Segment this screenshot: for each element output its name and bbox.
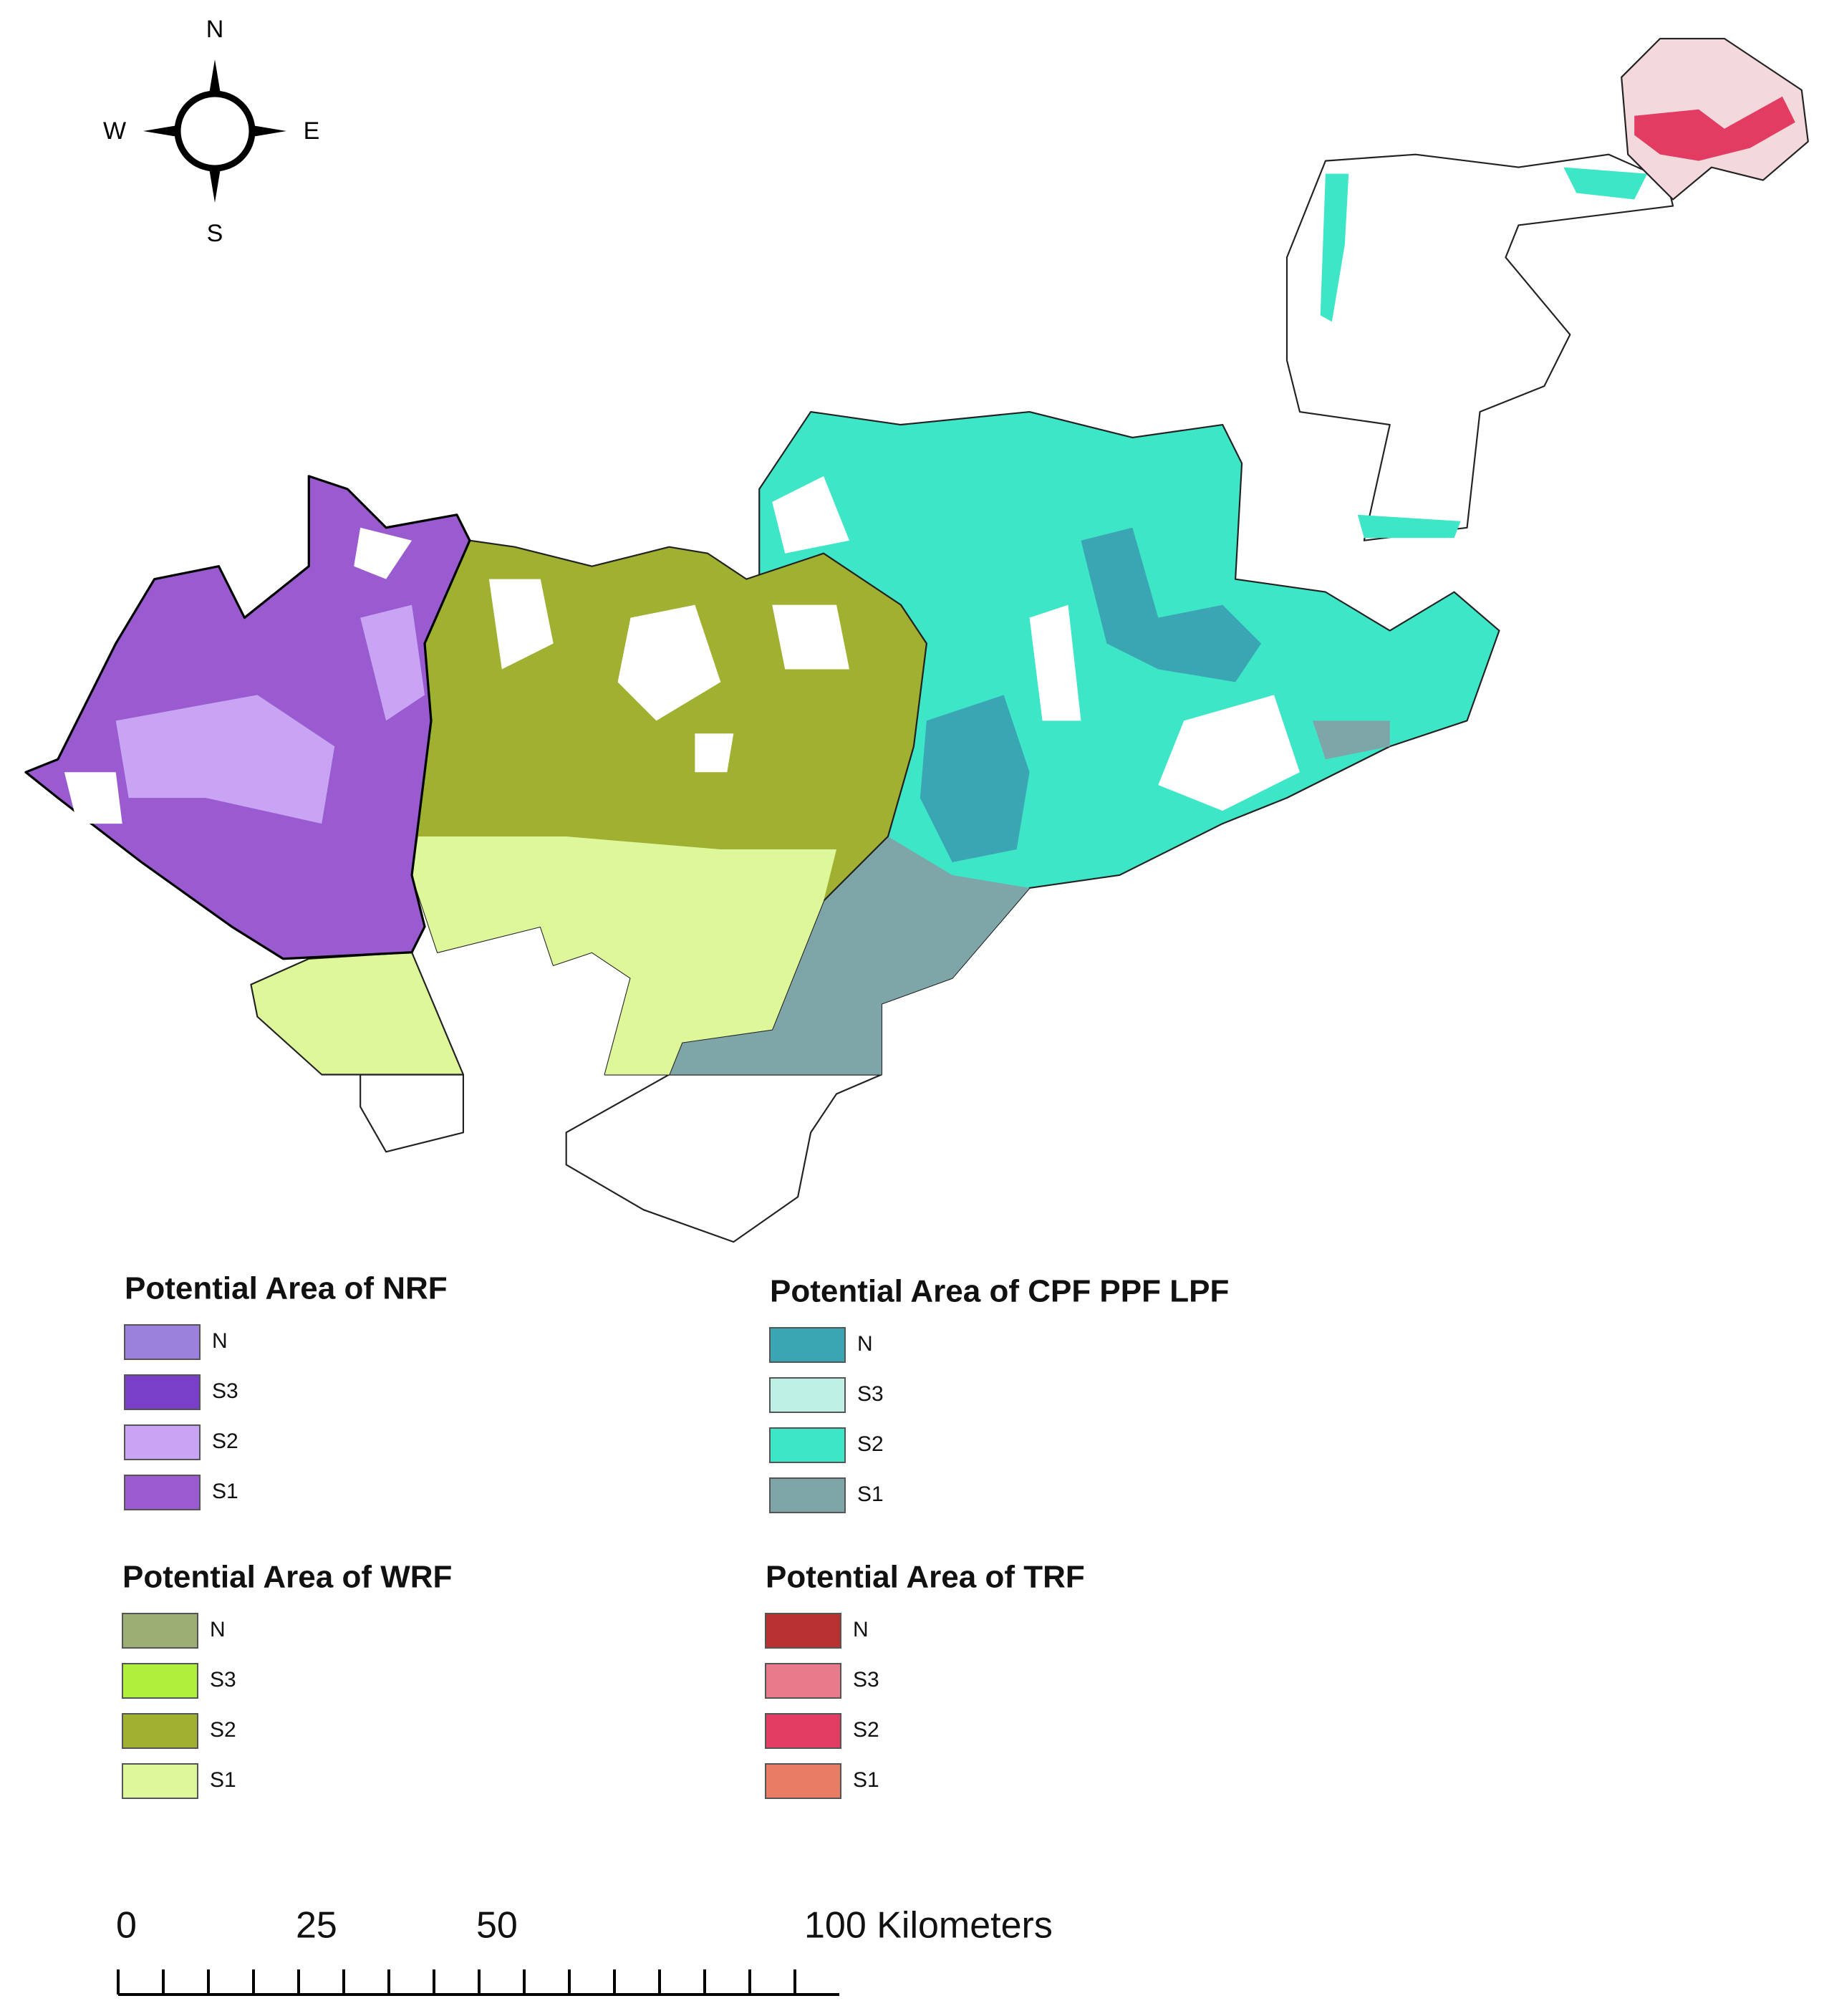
wrf-patch [412, 836, 837, 1075]
compass-label: E [304, 117, 320, 145]
legend-swatch [124, 1424, 201, 1460]
legend-label: S2 [210, 1718, 236, 1742]
legend-label: S1 [853, 1768, 879, 1792]
legend-label: N [853, 1618, 869, 1641]
legend-label: N [857, 1332, 873, 1356]
legend-swatch [765, 1663, 841, 1699]
legend-swatch [122, 1763, 198, 1799]
legend-label: S2 [853, 1718, 879, 1742]
legend-label: S1 [210, 1768, 236, 1792]
compass-points [143, 59, 286, 203]
scale-label: 0 [116, 1905, 137, 1947]
legend-label: S3 [210, 1668, 236, 1692]
legend-title: Potential Area of TRF [766, 1560, 1085, 1595]
compass-label: W [103, 117, 126, 145]
legend-label: S2 [857, 1432, 884, 1456]
legend-swatch [765, 1763, 841, 1799]
legend-label: S3 [857, 1382, 884, 1406]
legend-swatch [124, 1475, 201, 1510]
scale-label: 100 Kilometers [804, 1905, 1053, 1947]
legend-swatch [124, 1374, 201, 1410]
legend-title: Potential Area of CPF PPF LPF [770, 1274, 1229, 1309]
legend-swatch [122, 1613, 198, 1649]
legend-label: S3 [212, 1379, 238, 1403]
nrf-patch [115, 604, 425, 824]
district-outline [565, 1074, 883, 1243]
scale-label: 25 [296, 1905, 337, 1947]
cpf-patch [669, 720, 1390, 1075]
wrf-hole [488, 579, 850, 773]
legend-swatch [769, 1427, 846, 1463]
trf-patch [1634, 96, 1795, 161]
legend-title: Potential Area of WRF [122, 1560, 452, 1595]
legend-swatch [769, 1477, 846, 1513]
legend-swatch [765, 1613, 841, 1649]
cpf-hole [772, 476, 1300, 811]
compass-label: S [207, 220, 223, 247]
scale-labels: 0 25 50 100 Kilometers [116, 1905, 1053, 1947]
legend-title: Potential Area of NRF [125, 1271, 448, 1306]
district-outline [360, 1074, 464, 1153]
legend-swatch [124, 1324, 201, 1360]
compass-ring [174, 90, 256, 172]
legends: Potential Area of NRF N S3 S2 S1 Potential Ar… [122, 1271, 1229, 1799]
scale-ticks [117, 1969, 796, 1995]
scale-bar [117, 1969, 839, 1996]
legend-swatch [122, 1663, 198, 1699]
legend-label: N [210, 1618, 226, 1641]
legend-swatch [765, 1713, 841, 1749]
legend-label: S3 [853, 1668, 879, 1692]
scale-label: 50 [476, 1905, 518, 1947]
legend-label: S2 [212, 1429, 238, 1453]
cpf-patch [920, 527, 1262, 862]
nrf-hole [64, 527, 412, 824]
legend-swatch [769, 1377, 846, 1413]
district-outline [1285, 153, 1674, 541]
trf-region [1621, 37, 1809, 201]
legend-label: N [212, 1329, 228, 1353]
legend-swatch [122, 1713, 198, 1749]
legend-label: S1 [857, 1482, 884, 1506]
wrf-region [250, 951, 464, 1076]
legend-swatch [769, 1327, 846, 1363]
legend-label: S1 [212, 1480, 238, 1503]
map-regions [24, 37, 1809, 1243]
compass-label: N [206, 16, 224, 43]
compass-rose: N E S W [103, 16, 319, 247]
